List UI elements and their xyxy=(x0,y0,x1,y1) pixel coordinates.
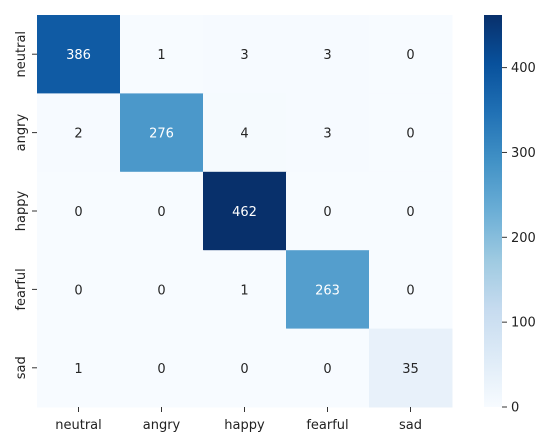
y-tick-label: angry xyxy=(14,114,29,152)
heatmap-cell-3-0 xyxy=(37,250,121,330)
heatmap-cell-3-3 xyxy=(286,250,370,330)
cell-value-label: 0 xyxy=(323,362,331,377)
heatmap-cell-3-4 xyxy=(369,250,453,330)
colorbar-tick-label: 200 xyxy=(511,231,536,246)
heatmap-cell-0-0 xyxy=(37,15,121,94)
heatmap-cell-0-4 xyxy=(369,15,453,94)
y-tick-label: fearful xyxy=(14,268,29,310)
heatmap-cell-1-3 xyxy=(286,93,370,173)
cell-value-label: 0 xyxy=(406,127,414,142)
cell-value-label: 276 xyxy=(149,127,174,142)
colorbar xyxy=(484,15,502,407)
colorbar-tick-label: 100 xyxy=(511,316,536,331)
x-axis: neutral angry happy fearful sad xyxy=(55,407,422,433)
heatmap-cell-1-2 xyxy=(203,93,287,173)
cell-value-label: 386 xyxy=(66,48,91,63)
cell-labels: 386 1 3 3 0 2 276 4 3 0 0 0 462 0 0 0 0 1 263 0 1 0 0 0 35 xyxy=(66,48,419,377)
heatmap-cell-2-4 xyxy=(369,171,453,251)
cell-value-label: 1 xyxy=(240,283,248,298)
colorbar-gradient xyxy=(484,15,502,407)
x-tick-label: neutral xyxy=(55,418,102,433)
colorbar-ticks: 0 100 200 300 400 xyxy=(502,61,536,416)
y-tick-label: neutral xyxy=(14,31,29,77)
heatmap-cell-0-2 xyxy=(203,15,287,94)
heatmap-cell-4-3 xyxy=(286,328,370,408)
cell-value-label: 3 xyxy=(323,127,331,142)
heatmap-cell-4-1 xyxy=(120,328,204,408)
cell-value-label: 0 xyxy=(406,48,414,63)
y-tick-label: sad xyxy=(14,356,29,379)
heatmap-cell-3-1 xyxy=(120,250,204,330)
cell-value-label: 462 xyxy=(232,205,257,220)
cell-value-label: 4 xyxy=(240,127,248,142)
heatmap-cell-0-1 xyxy=(120,15,204,94)
heatmap-cell-4-2 xyxy=(203,328,287,408)
cell-value-label: 0 xyxy=(240,362,248,377)
heatmap-cell-2-3 xyxy=(286,171,370,251)
heatmap-cell-2-1 xyxy=(120,171,204,251)
cell-value-label: 3 xyxy=(323,48,331,63)
cell-value-label: 1 xyxy=(157,48,165,63)
heatmap-cell-4-0 xyxy=(37,328,121,408)
cell-value-label: 263 xyxy=(315,283,340,298)
cell-value-label: 0 xyxy=(157,205,165,220)
x-tick-label: angry xyxy=(143,418,181,433)
heatmap-cells xyxy=(37,15,453,408)
heatmap-cell-1-4 xyxy=(369,93,453,173)
heatmap-cell-1-0 xyxy=(37,93,121,173)
cell-value-label: 0 xyxy=(406,205,414,220)
heatmap-cell-0-3 xyxy=(286,15,370,94)
heatmap-cell-3-2 xyxy=(203,250,287,330)
x-tick-label: fearful xyxy=(306,418,348,433)
cell-value-label: 0 xyxy=(406,283,414,298)
y-tick-label: happy xyxy=(14,190,29,231)
heatmap-cell-4-4 xyxy=(369,328,453,408)
cell-value-label: 35 xyxy=(402,362,419,377)
heatmap-cell-2-2 xyxy=(203,171,287,251)
cell-value-label: 0 xyxy=(74,205,82,220)
cell-value-label: 0 xyxy=(74,283,82,298)
cell-value-label: 0 xyxy=(157,283,165,298)
colorbar-tick-label: 300 xyxy=(511,146,536,161)
cell-value-label: 1 xyxy=(74,362,82,377)
heatmap-cell-1-1 xyxy=(120,93,204,173)
x-tick-label: sad xyxy=(399,418,422,433)
cell-value-label: 3 xyxy=(240,48,248,63)
heatmap-cell-2-0 xyxy=(37,171,121,251)
x-tick-label: happy xyxy=(224,418,265,433)
cell-value-label: 2 xyxy=(74,127,82,142)
y-axis: neutral angry happy fearful sad xyxy=(14,31,37,379)
cell-value-label: 0 xyxy=(157,362,165,377)
colorbar-tick-label: 400 xyxy=(511,61,536,76)
colorbar-tick-label: 0 xyxy=(511,401,519,416)
cell-value-label: 0 xyxy=(323,205,331,220)
